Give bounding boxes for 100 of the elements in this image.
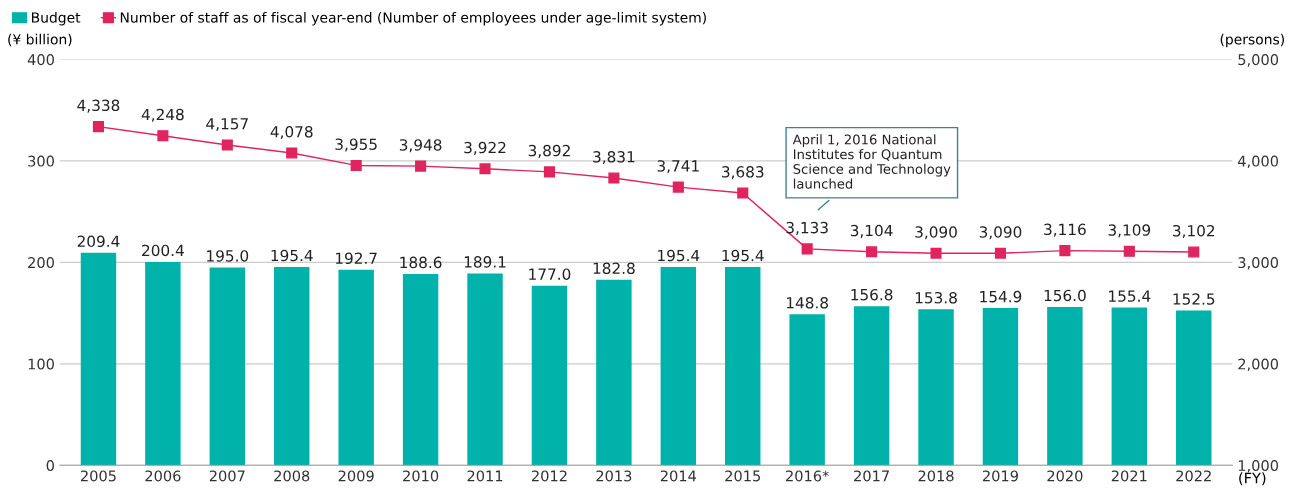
point xyxy=(543,166,556,178)
data-label: 189.1 xyxy=(464,256,506,268)
data-label: 3,683 xyxy=(722,166,764,180)
point xyxy=(286,147,298,159)
bar xyxy=(80,252,117,466)
bar xyxy=(1047,307,1083,466)
point xyxy=(92,121,105,133)
data-label: 3,831 xyxy=(593,151,635,165)
point xyxy=(1059,245,1071,257)
data-label: 3,102 xyxy=(1173,224,1215,239)
bar xyxy=(1111,307,1148,466)
data-label: 209.4 xyxy=(77,235,120,248)
data-label: 195.4 xyxy=(271,249,313,262)
data-label: 3,116 xyxy=(1044,223,1086,237)
x-tick-label: 2018 xyxy=(918,470,954,482)
x-tick-label: 2011 xyxy=(467,470,503,482)
point xyxy=(157,130,169,142)
bar xyxy=(1176,310,1212,466)
point xyxy=(608,172,620,184)
y2-tick-label: 4,000 xyxy=(1237,155,1279,169)
bar xyxy=(596,279,632,466)
bar xyxy=(145,261,181,466)
legend-label: Budget xyxy=(32,11,81,26)
y-tick-label: 0 xyxy=(46,460,54,472)
bar xyxy=(209,267,246,466)
point xyxy=(350,159,362,171)
point xyxy=(801,243,813,255)
point xyxy=(866,246,878,258)
bar xyxy=(467,273,503,466)
y-tick-label: 400 xyxy=(27,54,54,66)
x-tick-label: 2017 xyxy=(854,470,889,482)
point xyxy=(1188,246,1200,258)
point xyxy=(994,247,1007,259)
y2-tick-label: 1,000 xyxy=(1238,460,1279,473)
x-tick-label: 2007 xyxy=(209,470,245,482)
data-label: 182.8 xyxy=(593,262,635,275)
x-tick-label: 2021 xyxy=(1111,470,1147,482)
point xyxy=(930,247,942,259)
data-label: 200.4 xyxy=(142,244,184,257)
bar xyxy=(918,309,954,466)
data-label: 4,248 xyxy=(141,108,184,122)
x-tick-label: 2008 xyxy=(274,470,310,482)
data-label: 195.4 xyxy=(658,249,700,262)
bar xyxy=(338,269,374,466)
data-label: 3,109 xyxy=(1108,224,1151,238)
data-label: 154.9 xyxy=(980,290,1022,303)
point xyxy=(221,139,233,151)
legend-label: Number of staff as of fiscal year-end (Number of employees under age-limit system) xyxy=(120,11,706,26)
data-label: 153.8 xyxy=(915,291,957,304)
x-tick-label: 2016* xyxy=(786,470,829,482)
y-tick-label: 300 xyxy=(28,155,54,167)
data-label: 3,133 xyxy=(786,221,828,235)
point xyxy=(672,181,684,193)
x-tick-label: 2015 xyxy=(725,470,761,482)
y-axis-title: (¥ billion) xyxy=(8,33,72,47)
x-tick-label: 2006 xyxy=(145,470,181,482)
data-label: 177.0 xyxy=(529,268,571,280)
data-label: 4,078 xyxy=(270,125,313,140)
bar xyxy=(853,306,890,466)
x-tick-label: 2005 xyxy=(80,470,116,482)
bar xyxy=(982,308,1019,466)
bar xyxy=(274,267,310,466)
x-axis-title: (FY) xyxy=(1239,472,1266,486)
point xyxy=(415,160,427,172)
point xyxy=(1123,245,1135,257)
data-label: 156.8 xyxy=(851,288,893,301)
x-tick-label: 2010 xyxy=(403,470,439,482)
bar xyxy=(789,314,825,466)
data-label: 195.0 xyxy=(207,250,249,262)
data-label: 3,948 xyxy=(399,139,442,153)
y-tick-label: 200 xyxy=(28,257,54,269)
x-tick-label: 2020 xyxy=(1047,470,1083,482)
x-tick-label: 2014 xyxy=(660,470,697,482)
x-tick-label: 2019 xyxy=(982,470,1018,482)
x-tick-label: 2022 xyxy=(1176,470,1211,482)
data-label: 152.5 xyxy=(1173,293,1215,305)
data-label: 3,741 xyxy=(657,160,699,174)
x-tick-label: 2012 xyxy=(531,470,567,482)
y2-tick-label: 5,000 xyxy=(1238,54,1279,67)
annotation: April 1, 2016 National Institutes for Quantum Science and Technology launched xyxy=(792,134,951,189)
data-label: 195.4 xyxy=(722,249,764,262)
y2-axis-title: (persons) xyxy=(1220,33,1284,48)
data-label: 3,955 xyxy=(335,138,377,152)
x-tick-label: 2009 xyxy=(338,470,374,482)
data-label: 4,157 xyxy=(206,118,248,132)
bar xyxy=(531,285,568,466)
data-label: 3,892 xyxy=(528,144,570,158)
data-label: 156.0 xyxy=(1044,289,1086,302)
data-label: 192.7 xyxy=(335,252,377,265)
y2-tick-label: 3,000 xyxy=(1238,257,1279,270)
data-label: 3,104 xyxy=(850,224,893,238)
x-tick-label: 2013 xyxy=(596,470,632,482)
y2-tick-label: 2,000 xyxy=(1238,358,1279,372)
data-label: 3,090 xyxy=(915,226,957,240)
point xyxy=(479,163,491,175)
data-label: 3,090 xyxy=(979,226,1022,240)
bar xyxy=(660,267,697,466)
data-label: 155.4 xyxy=(1109,290,1151,302)
data-label: 188.6 xyxy=(400,256,442,269)
data-label: 4,338 xyxy=(77,99,120,113)
